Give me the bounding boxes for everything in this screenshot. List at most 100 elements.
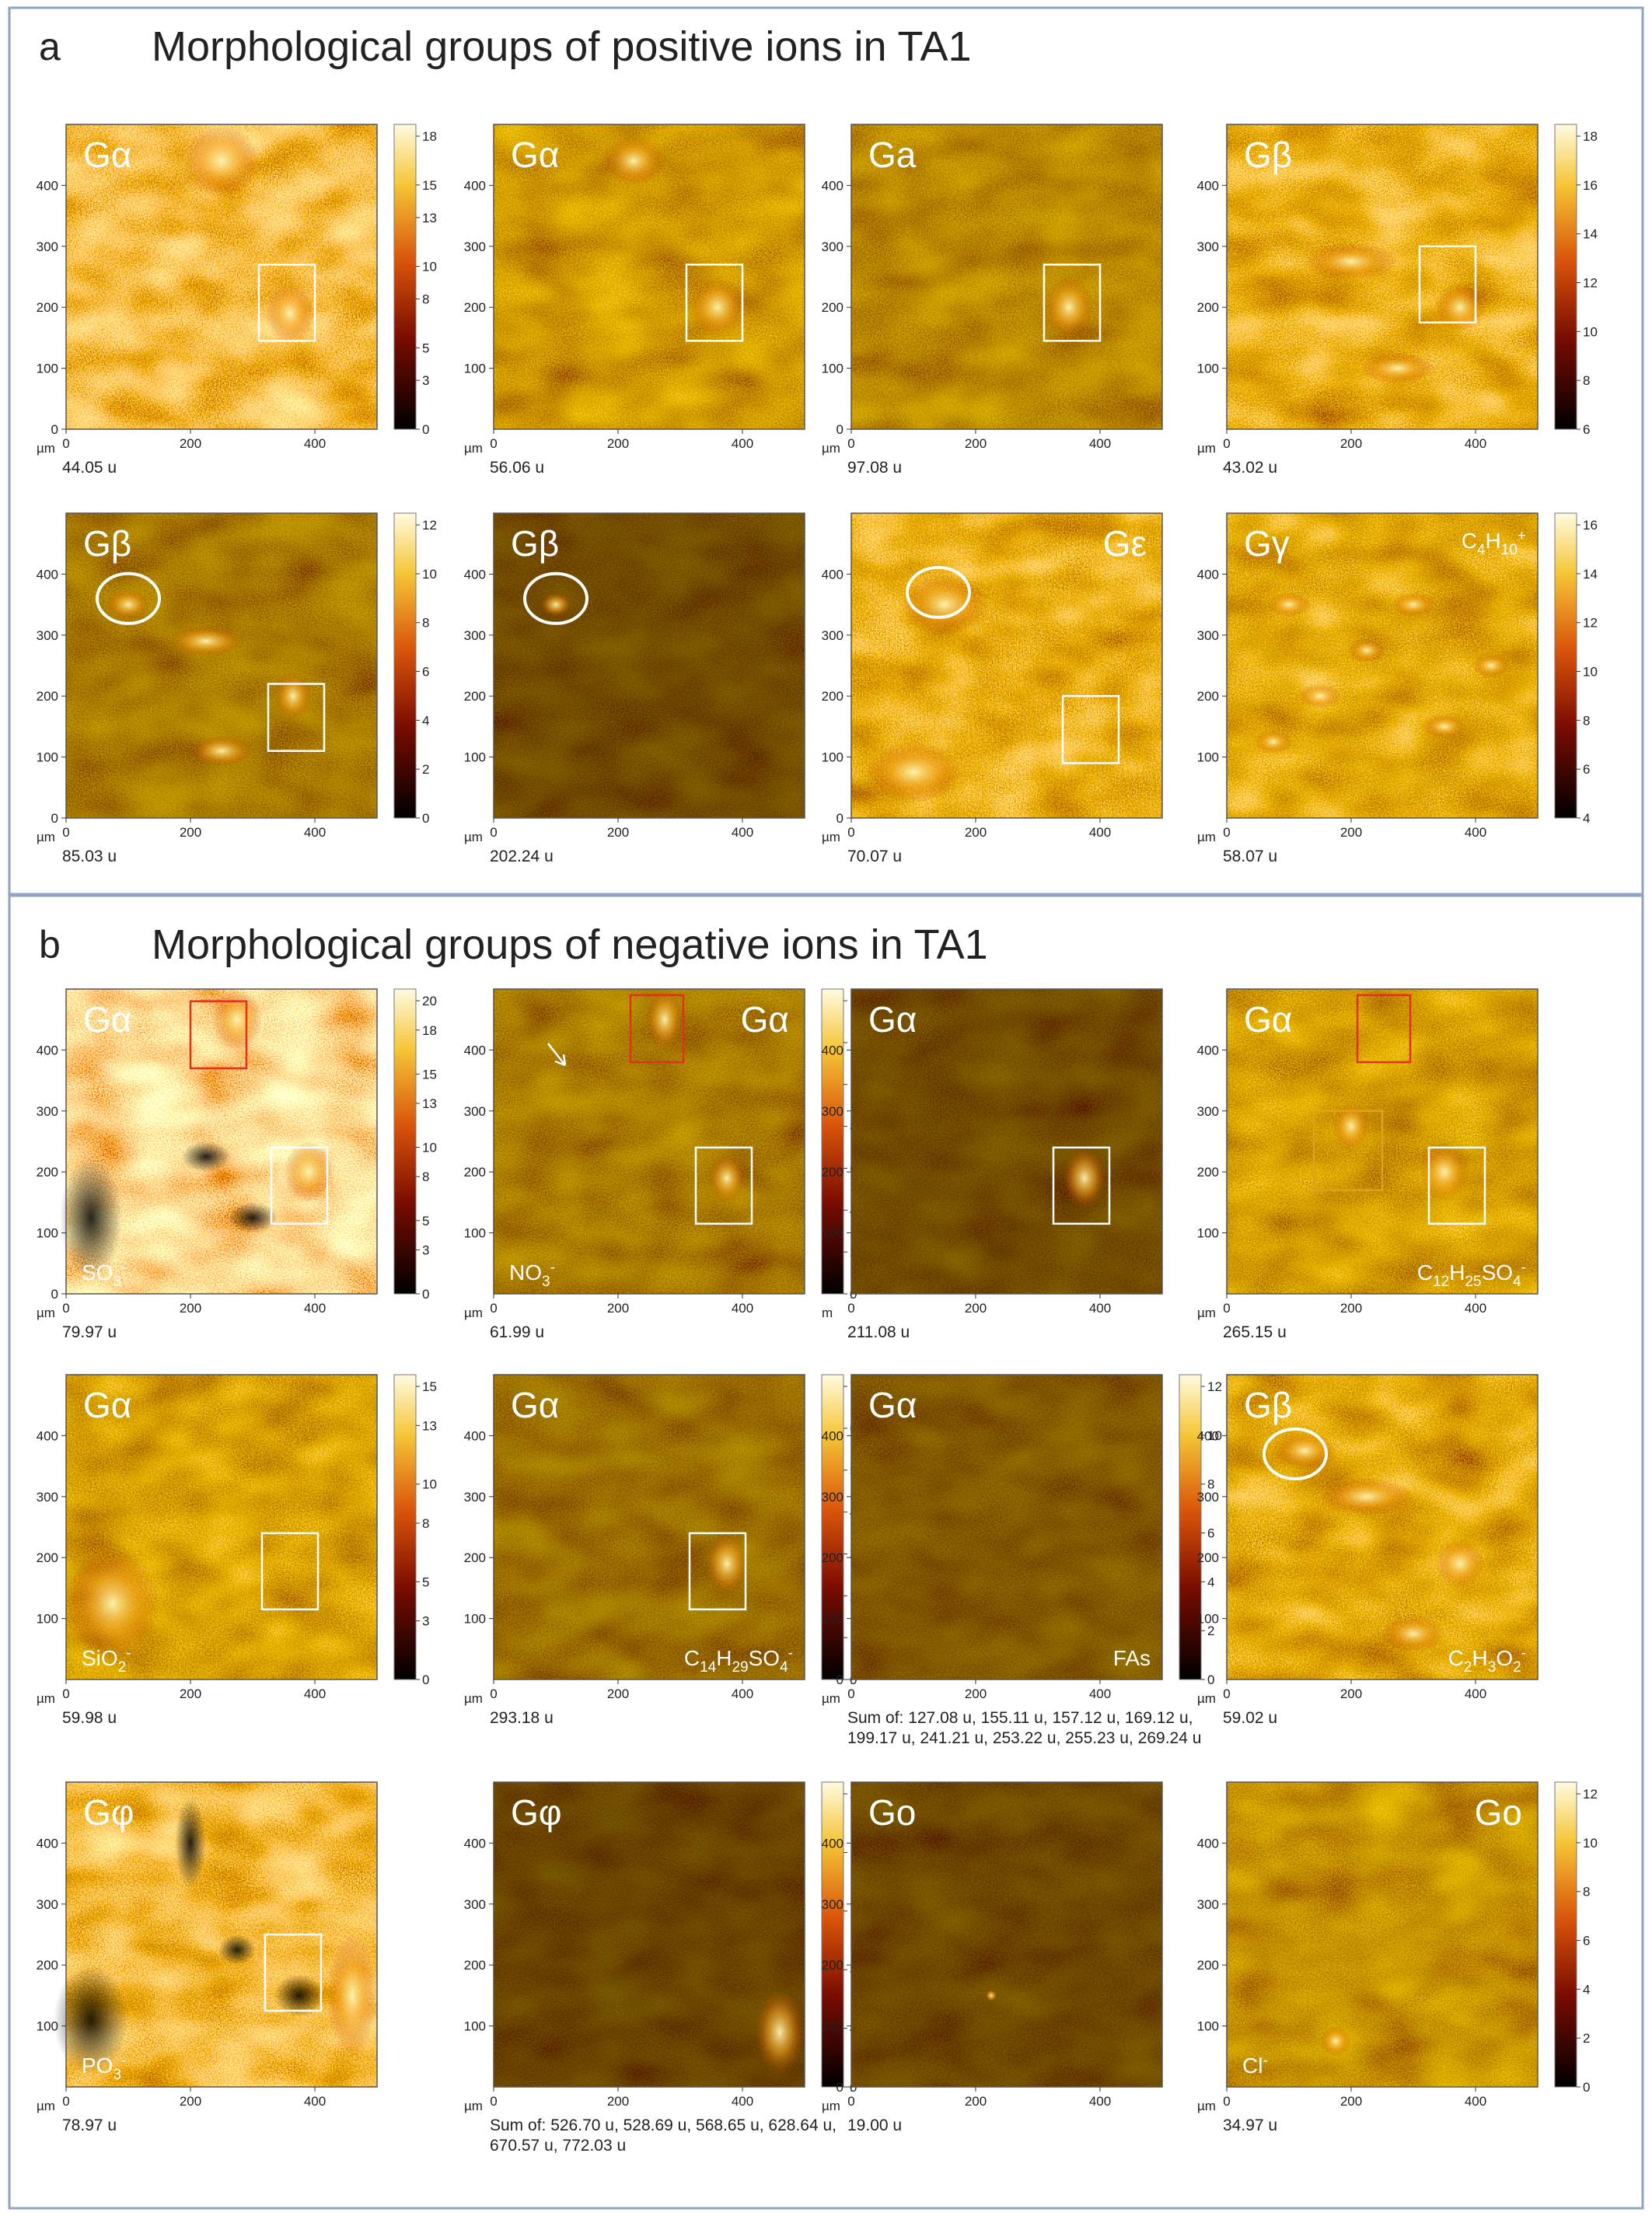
colorbar — [821, 1781, 844, 2088]
group-label: Gβ — [83, 523, 131, 564]
y-tick-label: 200 — [37, 1958, 58, 1973]
colorbar-tick-label: 18 — [422, 1023, 437, 1038]
axis-unit: µm — [822, 441, 840, 456]
colorbar-tick-label: 2 — [1207, 1624, 1214, 1638]
region-box — [260, 1532, 320, 1611]
x-tick-label: 0 — [62, 1301, 69, 1316]
y-tick-label: 300 — [1197, 1104, 1219, 1119]
plot-frame — [493, 1374, 805, 1680]
heatmap — [1227, 1782, 1538, 2087]
colorbar-tick-label: 4 — [422, 713, 429, 728]
axis-unit: µm — [822, 1691, 840, 1706]
y-tick-label: 200 — [37, 689, 58, 704]
y-tick-label: 400 — [464, 178, 486, 193]
plot-frame — [493, 124, 805, 430]
colorbar-tick-label: 0 — [422, 1287, 429, 1302]
plot-frame — [493, 512, 805, 819]
bright-spot — [107, 589, 150, 620]
x-tick-label: 400 — [732, 436, 753, 451]
group-label: Gα — [83, 1385, 131, 1425]
y-tick-label: 100 — [464, 2019, 486, 2034]
bright-spot — [1320, 2026, 1351, 2057]
y-tick-label: 200 — [464, 1958, 486, 1973]
mass-label: 44.05 u — [62, 459, 117, 477]
y-tick-label: 300 — [822, 628, 843, 643]
bright-spot — [1435, 1539, 1485, 1589]
colorbar-tick-label: 13 — [422, 1418, 437, 1433]
x-tick-label: 0 — [62, 436, 69, 451]
bright-spot — [1348, 638, 1385, 663]
x-tick-label: 200 — [1340, 2094, 1362, 2109]
colorbar-tick-label: 8 — [422, 292, 429, 306]
region-box — [267, 683, 326, 753]
x-tick-label: 400 — [1465, 825, 1486, 840]
colorbar-tick-label: 10 — [1583, 665, 1598, 680]
y-tick-label: 200 — [822, 1958, 843, 1973]
mass-label: 265.15 u — [1223, 1323, 1287, 1341]
axis-unit: m — [822, 1305, 833, 1320]
region-box — [688, 1532, 747, 1611]
y-tick-label: 0 — [51, 1287, 58, 1302]
plot-frame — [850, 1781, 1163, 2088]
bright-spot — [184, 124, 259, 198]
colorbar-tick-label: 8 — [1207, 1477, 1214, 1492]
ion-label-part: 10 — [1501, 542, 1518, 558]
x-tick-label: 0 — [1223, 825, 1230, 840]
group-label: Go — [1475, 1792, 1522, 1833]
plot-frame — [1226, 1374, 1538, 1680]
bright-spot — [1298, 683, 1342, 708]
ion-label-part: SiO — [82, 1646, 118, 1670]
colorbar-tick-label: 14 — [1583, 567, 1598, 582]
bright-spot — [755, 1989, 805, 2075]
colorbar — [393, 124, 417, 430]
colorbar-tick-label: 20 — [422, 994, 437, 1008]
ion-label-part: - — [1263, 2053, 1267, 2069]
ion-label-part: C — [1448, 1646, 1464, 1670]
ion-label: Cl- — [1242, 2053, 1268, 2078]
mass-label: 70.07 u — [847, 848, 902, 865]
axis-unit: µm — [464, 441, 483, 456]
ion-label-part: - — [121, 2053, 126, 2069]
group-label: Gα — [868, 1385, 917, 1425]
ion-label-part: SO — [749, 1646, 780, 1670]
region-box — [685, 264, 744, 342]
mass-label: 79.97 u — [62, 1323, 117, 1341]
heatmap — [851, 124, 1162, 429]
axis-unit: µm — [1197, 1691, 1216, 1706]
y-tick-label: 200 — [822, 1550, 843, 1565]
colorbar-tick-label: 0 — [1207, 1672, 1214, 1687]
region-box — [629, 994, 685, 1064]
y-tick-label: 300 — [1197, 239, 1219, 254]
mass-label: 59.98 u — [62, 1709, 117, 1727]
x-tick-label: 0 — [1223, 1686, 1230, 1701]
ion-label: C14H29SO4- — [684, 1645, 793, 1676]
x-tick-label: 0 — [847, 1301, 854, 1316]
colorbar-tick-label: 13 — [422, 1096, 437, 1111]
colorbar-tick-label: 8 — [1583, 1885, 1590, 1900]
panel-label: a — [39, 25, 61, 68]
axis-unit: µm — [1197, 441, 1216, 456]
colorbar-tick-label: 3 — [422, 373, 429, 388]
y-tick-label: 400 — [37, 1043, 58, 1057]
colorbar-tick-label: 2 — [422, 762, 429, 777]
y-tick-label: 400 — [37, 567, 58, 582]
x-tick-label: 400 — [732, 2094, 753, 2109]
mass-label: 293.18 u — [490, 1709, 554, 1727]
colorbar-tick-label: 12 — [422, 518, 437, 533]
ion-label-part: 4 — [1477, 542, 1486, 558]
ion-label-part: SO — [1482, 1260, 1513, 1285]
axis-unit: µm — [464, 1305, 483, 1320]
bright-spot — [212, 989, 262, 1050]
bright-spot — [901, 574, 988, 635]
x-tick-label: 400 — [732, 825, 753, 840]
y-tick-label: 0 — [51, 811, 58, 826]
mass-label: 211.08 u — [847, 1323, 910, 1341]
x-tick-label: 400 — [732, 1686, 753, 1701]
colorbar-tick-label: 12 — [1583, 276, 1598, 291]
bright-spot — [602, 136, 665, 186]
x-tick-label: 0 — [490, 825, 497, 840]
arrow — [547, 1043, 567, 1067]
ion-label-part: - — [788, 1645, 793, 1662]
ion-label-part: 29 — [732, 1659, 748, 1676]
heatmap — [494, 1375, 805, 1679]
